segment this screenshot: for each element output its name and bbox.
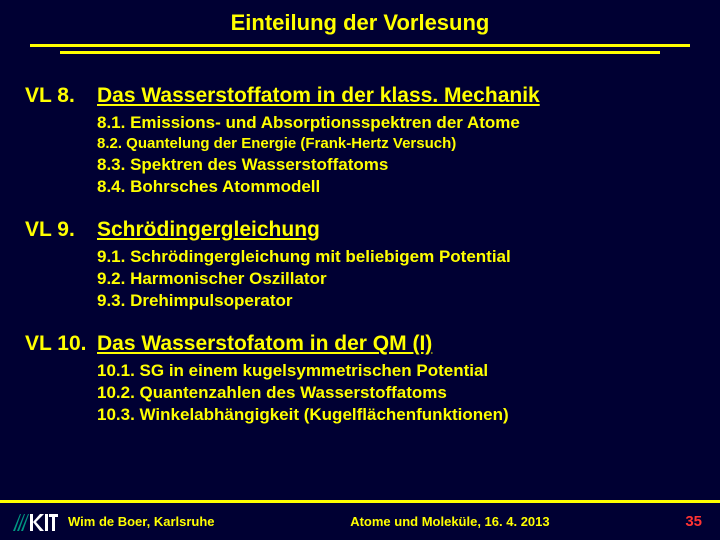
subsection-item: 10.3. Winkelabhängigkeit (Kugelflächenfu…	[97, 404, 695, 426]
subsection-item: 8.4. Bohrsches Atommodell	[97, 176, 695, 198]
section-heading: VL 8. Das Wasserstoffatom in der klass. …	[25, 84, 695, 108]
subsection-item: 8.3. Spektren des Wasserstoffatoms	[97, 154, 695, 176]
subsection-list: 9.1. Schrödingergleichung mit beliebigem…	[97, 246, 695, 312]
subsection-item: 9.3. Drehimpulsoperator	[97, 290, 695, 312]
slide-title: Einteilung der Vorlesung	[0, 0, 720, 44]
section-number: VL 9.	[25, 218, 97, 242]
subsection-item: 8.2. Quantelung der Energie (Frank-Hertz…	[97, 134, 695, 154]
subsection-list: 10.1. SG in einem kugelsymmetrischen Pot…	[97, 360, 695, 426]
subsection-item: 8.1. Emissions- und Absorptionsspektren …	[97, 112, 695, 134]
section-number: VL 8.	[25, 84, 97, 108]
section-vl10: VL 10. Das Wasserstofatom in der QM (I) …	[25, 332, 695, 426]
section-vl8: VL 8. Das Wasserstoffatom in der klass. …	[25, 84, 695, 198]
section-title: Schrödingergleichung	[97, 218, 320, 242]
title-rule-outer	[30, 44, 690, 47]
subsection-list: 8.1. Emissions- und Absorptionsspektren …	[97, 112, 695, 198]
subsection-item: 10.2. Quantenzahlen des Wasserstoffatoms	[97, 382, 695, 404]
section-number: VL 10.	[25, 332, 97, 356]
subsection-item: 9.2. Harmonischer Oszillator	[97, 268, 695, 290]
subsection-item: 9.1. Schrödingergleichung mit beliebigem…	[97, 246, 695, 268]
section-title: Das Wasserstoffatom in der klass. Mechan…	[97, 84, 540, 108]
footer-center: Atome und Moleküle, 16. 4. 2013	[215, 514, 686, 529]
footer: Wim de Boer, Karlsruhe Atome und Molekül…	[0, 500, 720, 540]
kit-logo	[12, 511, 58, 533]
section-title: Das Wasserstofatom in der QM (I)	[97, 332, 432, 356]
subsection-item: 10.1. SG in einem kugelsymmetrischen Pot…	[97, 360, 695, 382]
section-vl9: VL 9. Schrödingergleichung 9.1. Schrödin…	[25, 218, 695, 312]
content-area: VL 8. Das Wasserstoffatom in der klass. …	[0, 54, 720, 426]
section-heading: VL 9. Schrödingergleichung	[25, 218, 695, 242]
section-heading: VL 10. Das Wasserstofatom in der QM (I)	[25, 332, 695, 356]
footer-author: Wim de Boer, Karlsruhe	[68, 514, 215, 529]
footer-page-number: 35	[685, 513, 702, 530]
